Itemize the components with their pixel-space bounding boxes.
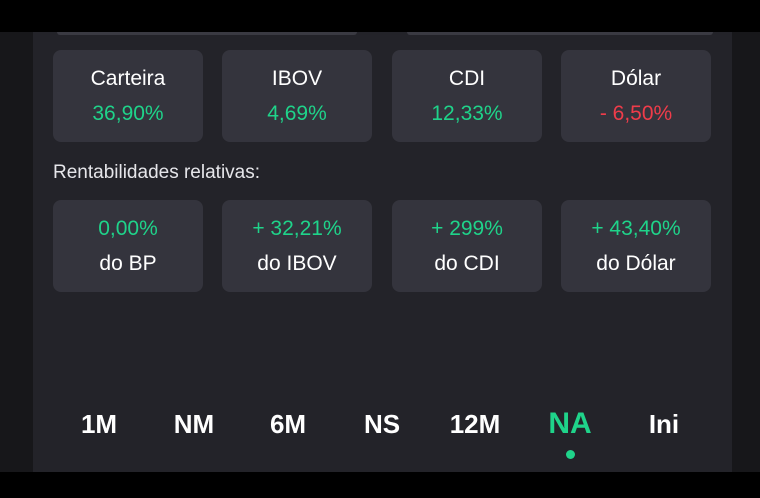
- summary-card-ibov: IBOV 4,69%: [222, 50, 372, 142]
- summary-card-label: Carteira: [90, 66, 166, 90]
- relative-card-value: 0,00%: [98, 216, 158, 240]
- relative-card-value: + 43,40%: [591, 216, 681, 240]
- summary-card-carteira: Carteira 36,90%: [53, 50, 203, 142]
- relative-card-value: + 299%: [431, 216, 503, 240]
- returns-panel: Carteira 36,90% IBOV 4,69% CDI 12,33% Dó…: [33, 32, 732, 472]
- summary-card-value: - 6,50%: [599, 101, 673, 125]
- period-tab-ns[interactable]: NS: [363, 409, 401, 439]
- relative-card-label: do Dólar: [596, 251, 676, 275]
- summary-card-label: CDI: [448, 66, 486, 90]
- summary-card-dolar: Dólar - 6,50%: [561, 50, 711, 142]
- period-tab-12m[interactable]: 12M: [449, 409, 501, 439]
- right-edge: [732, 32, 760, 472]
- summary-card-value: 12,33%: [431, 101, 503, 125]
- bottom-bar: [0, 472, 760, 498]
- relative-card-ibov: + 32,21% do IBOV: [222, 200, 372, 292]
- left-edge: [0, 32, 33, 472]
- period-tab-1m[interactable]: 1M: [80, 409, 118, 439]
- period-tab-nm[interactable]: NM: [173, 409, 215, 439]
- summary-card-cdi: CDI 12,33%: [392, 50, 542, 142]
- period-tab-6m[interactable]: 6M: [269, 409, 307, 439]
- selected-period-indicator: [566, 450, 575, 459]
- period-selector: 1M NM 6M NS 12M NA Ini: [33, 404, 732, 444]
- top-status-bar: [0, 0, 760, 32]
- summary-card-value: 4,69%: [267, 101, 327, 125]
- relative-card-value: + 32,21%: [252, 216, 342, 240]
- summary-card-value: 36,90%: [92, 101, 164, 125]
- relative-card-dolar: + 43,40% do Dólar: [561, 200, 711, 292]
- relative-card-bp: 0,00% do BP: [53, 200, 203, 292]
- previous-card-edge: [407, 32, 713, 35]
- relative-returns-heading: Rentabilidades relativas:: [53, 162, 261, 183]
- summary-card-label: Dólar: [610, 66, 662, 90]
- relative-card-label: do CDI: [434, 251, 500, 275]
- summary-card-label: IBOV: [271, 66, 323, 90]
- relative-card-label: do IBOV: [257, 251, 337, 275]
- relative-card-cdi: + 299% do CDI: [392, 200, 542, 292]
- period-tab-na[interactable]: NA: [548, 407, 592, 440]
- period-tab-ini[interactable]: Ini: [648, 409, 680, 439]
- previous-card-edge: [57, 32, 357, 35]
- relative-card-label: do BP: [99, 251, 157, 275]
